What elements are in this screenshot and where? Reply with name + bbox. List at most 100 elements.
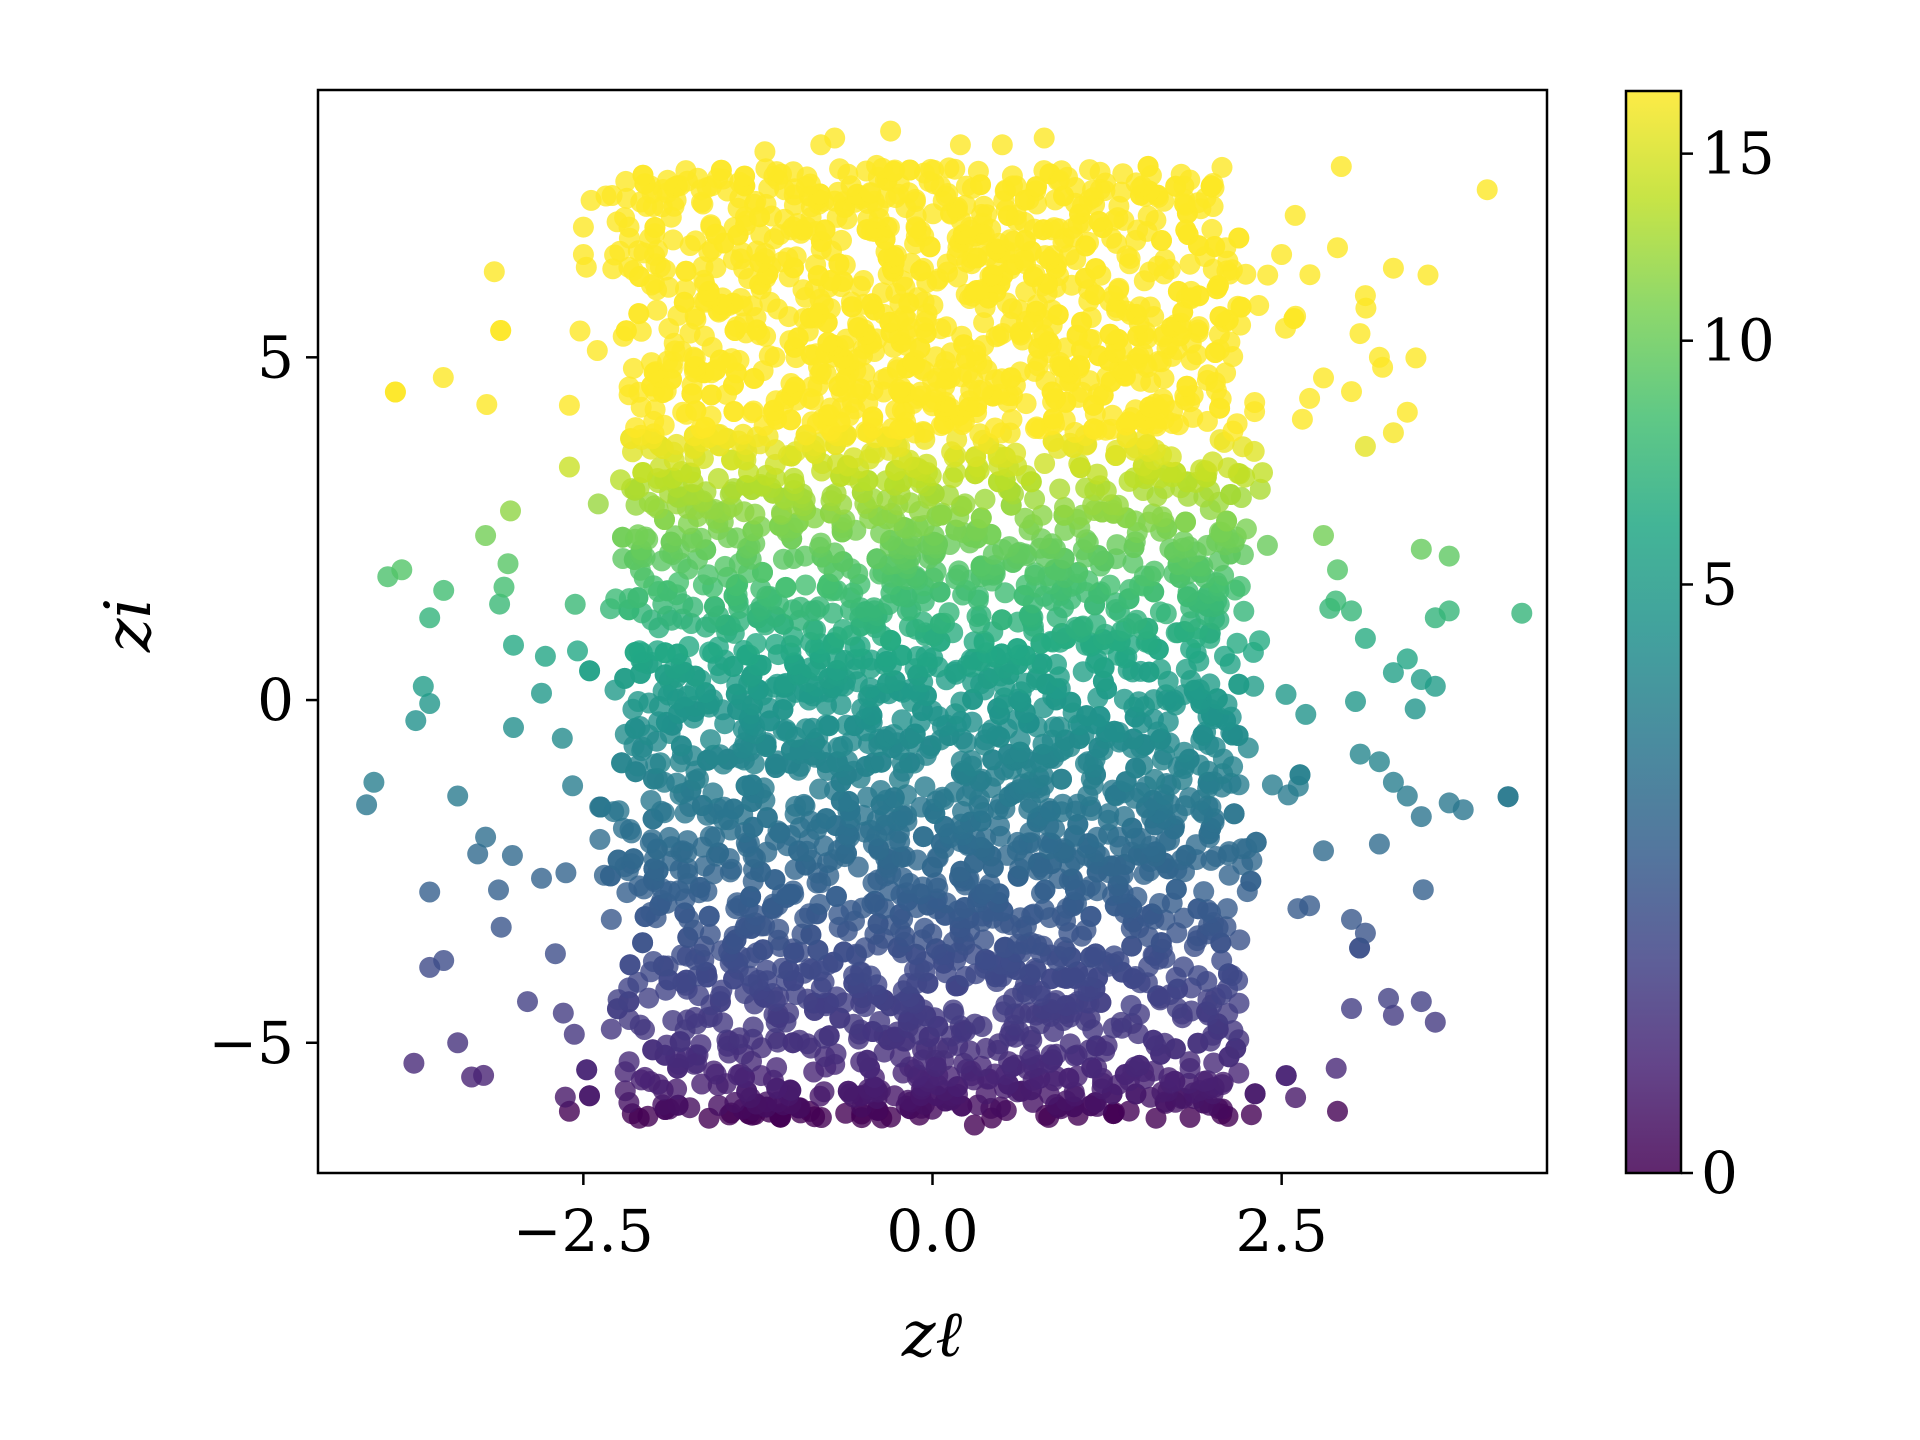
data-point [1226,413,1248,435]
data-point [866,548,888,570]
data-point [837,1080,859,1102]
y-axis-label: zi [92,598,166,653]
data-point [579,1085,600,1107]
data-point [403,1052,425,1074]
data-point [608,800,630,822]
data-point [963,1114,985,1136]
data-point [1034,453,1056,474]
data-point [699,923,721,945]
data-point [1249,630,1271,652]
data-point [615,320,637,342]
data-point [685,400,707,422]
data-point [723,401,745,422]
data-point [1154,248,1176,270]
data-point [1354,285,1376,307]
data-point [721,348,743,370]
data-point [638,491,660,513]
data-point [1031,504,1053,526]
data-point [1417,264,1439,286]
data-point [1327,1100,1348,1122]
data-point [1382,257,1404,279]
data-point [690,1034,712,1056]
data-point [551,727,573,749]
data-point [630,320,652,342]
data-point [412,675,434,697]
data-point [622,357,644,379]
data-point [1121,935,1143,957]
data-point [666,433,687,455]
data-point [1228,1062,1250,1084]
data-point [649,752,671,774]
data-point [1228,673,1250,695]
data-point [1244,1083,1266,1105]
data-point [1285,1087,1307,1109]
data-point [1215,362,1237,384]
data-point [475,826,497,848]
data-point [1199,673,1221,695]
data-point [1240,870,1262,892]
data-point [677,830,699,852]
data-point [614,1080,636,1102]
data-point [775,576,797,598]
data-point [534,645,556,667]
data-point [1176,375,1198,397]
data-point [1410,669,1432,690]
data-point [632,164,654,186]
data-point [742,1016,764,1038]
data-point [1313,367,1334,389]
data-point [936,316,957,338]
data-point [708,842,730,864]
data-point [1275,1065,1297,1087]
data-point [835,1102,857,1124]
data-point [1173,530,1195,552]
data-point [419,607,441,629]
data-point [912,826,934,848]
data-point [783,467,805,489]
data-point [765,633,787,655]
data-point [1313,525,1334,546]
data-point [1014,507,1036,529]
data-point [384,381,406,403]
data-point [889,1046,911,1068]
data-point [1179,1051,1201,1073]
data-point [1438,545,1460,567]
data-point [1137,155,1159,177]
data-point [1179,787,1201,809]
data-point [1229,929,1251,951]
x-tick-label: 2.5 [1236,1197,1328,1265]
data-point [555,862,577,884]
data-point [1313,840,1334,862]
data-point [356,794,378,816]
data-point [1299,387,1321,409]
data-point [554,1086,576,1108]
data-point [756,959,778,981]
data-point [612,548,634,569]
data-point [1368,833,1390,855]
data-point [1382,422,1404,444]
x-tick-label: 0.0 [886,1197,978,1265]
data-point [589,828,611,850]
data-point [847,313,869,335]
data-point [490,916,512,938]
data-point [476,394,498,415]
data-point [1024,488,1046,510]
data-point [1232,436,1254,458]
data-point [1592,775,1613,796]
data-point [899,159,921,181]
data-point [895,784,917,806]
data-point [1240,1104,1262,1126]
data-point [614,667,636,689]
data-point [531,867,552,889]
data-point [640,790,662,811]
data-point [666,1078,688,1100]
data-point [1368,346,1390,368]
data-point [789,1029,810,1051]
data-point [391,559,413,581]
data-point [998,536,1020,558]
data-point [475,525,497,546]
data-point [734,165,756,187]
data-point [1108,277,1130,299]
data-point [1368,751,1390,773]
data-point [1226,632,1248,654]
data-point [1341,998,1362,1019]
